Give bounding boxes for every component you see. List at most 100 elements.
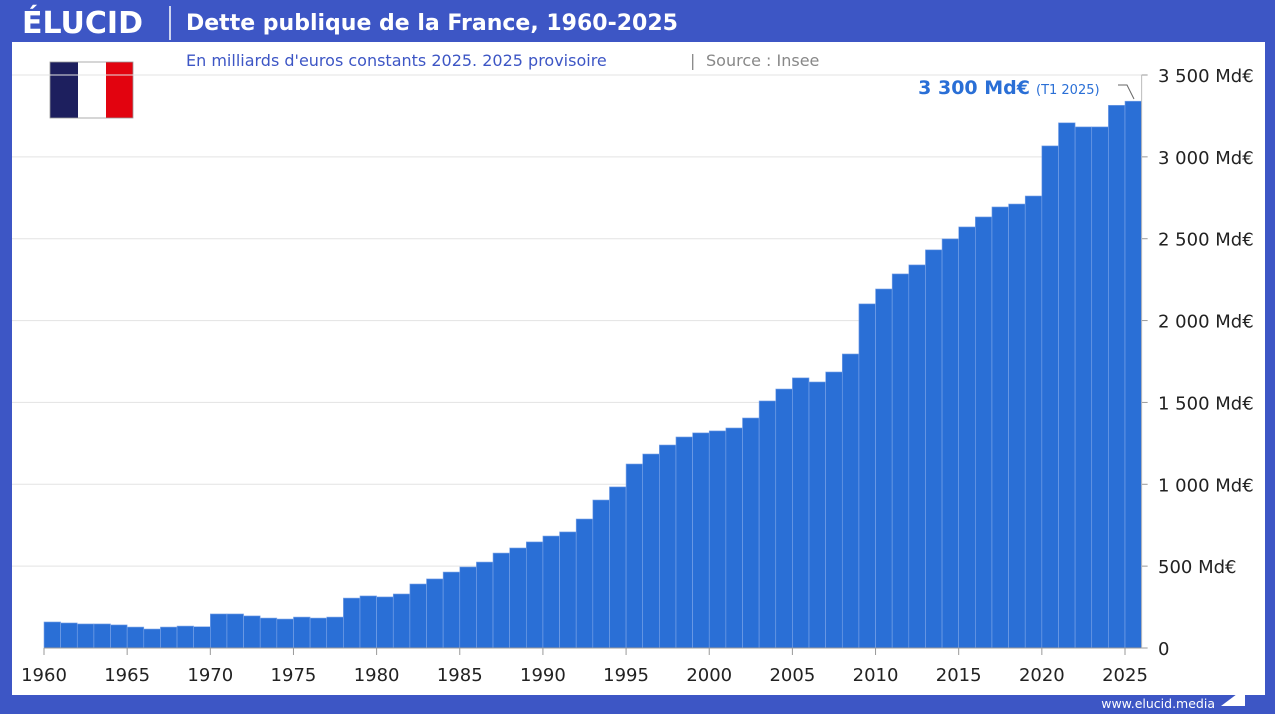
annotation-value: 3 300 Md€ bbox=[918, 77, 1030, 99]
bar-1975 bbox=[293, 616, 311, 649]
bar-2022 bbox=[1074, 126, 1093, 649]
brand-logo: ÉLUCID bbox=[22, 5, 143, 41]
chart-title: Dette publique de la France, 1960-2025 bbox=[186, 11, 678, 36]
bar-2024 bbox=[1108, 104, 1126, 649]
y-axis: 0 500 Md€ 1 000 Md€ 1 500 Md€ 2 000 Md€ 2 500… bbox=[1141, 66, 1254, 660]
x-tick-label: 1985 bbox=[437, 665, 483, 686]
bar-2001 bbox=[725, 427, 743, 649]
elucid-swoosh-icon bbox=[1221, 688, 1245, 706]
bar-1987 bbox=[492, 552, 510, 649]
bar-1974 bbox=[276, 618, 294, 649]
bar-1973 bbox=[259, 617, 278, 649]
x-tick-label: 2025 bbox=[1102, 665, 1148, 686]
y-tick-label: 0 bbox=[1158, 639, 1169, 660]
bar-2014 bbox=[941, 238, 959, 649]
y-tick-label: 3 500 Md€ bbox=[1158, 66, 1254, 87]
bar-1970 bbox=[210, 613, 228, 649]
bar-2019 bbox=[1024, 195, 1043, 649]
y-tick-label: 2 000 Md€ bbox=[1158, 312, 1254, 333]
x-tick-label: 2010 bbox=[853, 665, 899, 686]
bar-1982 bbox=[409, 583, 427, 649]
bar-1961 bbox=[60, 622, 78, 649]
y-tick-label: 1 000 Md€ bbox=[1158, 475, 1254, 496]
bar-2003 bbox=[758, 400, 777, 649]
bar-1991 bbox=[559, 531, 577, 649]
bar-1980 bbox=[376, 596, 394, 649]
bar-2010 bbox=[875, 288, 893, 649]
bar-1978 bbox=[343, 597, 361, 649]
bar-1981 bbox=[392, 593, 411, 649]
bar-2023 bbox=[1091, 126, 1109, 649]
bar-2009 bbox=[858, 303, 876, 649]
annotation-leader bbox=[1118, 84, 1135, 100]
bar-1996 bbox=[642, 453, 660, 649]
bar-1960 bbox=[43, 621, 61, 649]
bar-1992 bbox=[575, 518, 594, 649]
y-tick-label: 500 Md€ bbox=[1158, 557, 1237, 578]
bar-2015 bbox=[958, 226, 976, 649]
x-tick-label: 1970 bbox=[187, 665, 233, 686]
x-tick-label: 1995 bbox=[603, 665, 649, 686]
bar-2013 bbox=[925, 249, 943, 649]
bar-1977 bbox=[326, 616, 344, 649]
bar-2006 bbox=[808, 381, 826, 649]
bar-1994 bbox=[609, 486, 627, 649]
bar-1983 bbox=[426, 578, 444, 649]
bar-2012 bbox=[908, 264, 926, 649]
y-tick-label: 1 500 Md€ bbox=[1158, 393, 1254, 414]
bar-1986 bbox=[476, 561, 494, 649]
y-tick-label: 3 000 Md€ bbox=[1158, 148, 1254, 169]
bar-1995 bbox=[625, 463, 644, 649]
chart-subtitle: En milliards d'euros constants 2025. 202… bbox=[186, 51, 607, 70]
chart-source: Source : Insee bbox=[706, 51, 819, 70]
bar-2000 bbox=[708, 430, 727, 649]
x-tick-label: 1960 bbox=[21, 665, 67, 686]
bar-1984 bbox=[442, 571, 461, 649]
bar-2018 bbox=[1008, 203, 1026, 649]
bar-1964 bbox=[110, 624, 128, 649]
bar-2011 bbox=[891, 273, 910, 649]
x-tick-label: 1980 bbox=[354, 665, 400, 686]
bar-1967 bbox=[160, 626, 178, 649]
x-axis: 1960 1965 1970 1975 1980 1985 1990 1995 2000 2005… bbox=[21, 647, 1148, 686]
bar-1999 bbox=[692, 432, 710, 649]
bar-2017 bbox=[991, 206, 1009, 649]
bar-2002 bbox=[742, 417, 760, 649]
x-tick-label: 2015 bbox=[936, 665, 982, 686]
bar-2007 bbox=[825, 371, 843, 649]
bar-1998 bbox=[675, 436, 693, 649]
bar-1988 bbox=[509, 547, 527, 649]
bar-1976 bbox=[309, 617, 328, 649]
annotation-note: (T1 2025) bbox=[1036, 83, 1100, 98]
bar-1993 bbox=[592, 499, 610, 649]
bar-1962 bbox=[76, 623, 95, 649]
x-tick-label: 2005 bbox=[769, 665, 815, 686]
bars bbox=[43, 100, 1142, 649]
bar-1969 bbox=[193, 626, 211, 649]
bar-1966 bbox=[143, 628, 161, 649]
subtitle-separator: | bbox=[690, 51, 695, 70]
bar-1979 bbox=[359, 595, 377, 649]
bar-1963 bbox=[93, 623, 111, 649]
x-tick-label: 1965 bbox=[104, 665, 150, 686]
x-tick-label: 2020 bbox=[1019, 665, 1065, 686]
bar-2005 bbox=[792, 377, 810, 649]
bar-1971 bbox=[226, 613, 244, 649]
bar-1972 bbox=[243, 615, 261, 649]
y-tick-label: 2 500 Md€ bbox=[1158, 230, 1254, 251]
bar-1989 bbox=[525, 541, 544, 649]
bar-2025 bbox=[1124, 100, 1142, 649]
bar-1968 bbox=[176, 625, 194, 649]
x-tick-label: 1990 bbox=[520, 665, 566, 686]
bar-1997 bbox=[659, 444, 677, 649]
bar-1985 bbox=[459, 566, 477, 649]
bar-2008 bbox=[841, 353, 860, 649]
bar-2004 bbox=[775, 388, 793, 649]
x-tick-label: 2000 bbox=[686, 665, 732, 686]
annotation: 3 300 Md€ (T1 2025) bbox=[918, 77, 1135, 100]
brand-url[interactable]: www.elucid.media bbox=[1101, 696, 1215, 711]
bar-2016 bbox=[975, 216, 993, 649]
bar-1990 bbox=[542, 535, 560, 649]
bar-1965 bbox=[126, 626, 145, 649]
